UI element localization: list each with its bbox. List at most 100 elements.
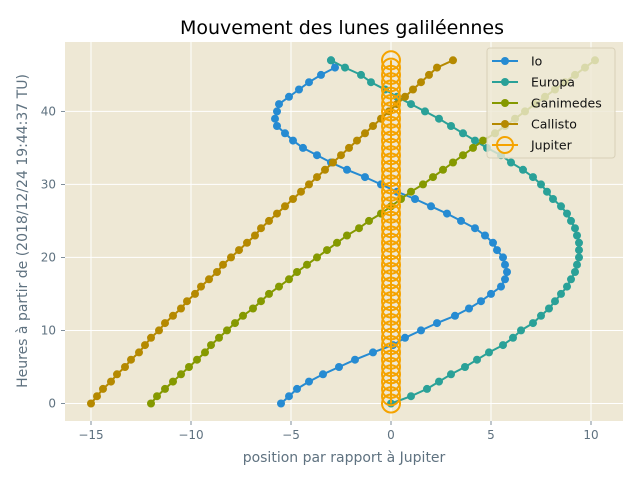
data-point-io [351,355,359,364]
data-point-jupiter [381,181,401,202]
data-point-io [319,370,327,379]
data-point-callisto [433,63,441,72]
data-point-europa [573,260,581,269]
data-point-io [293,384,301,393]
legend-marker [501,78,509,86]
x-tick-label: −5 [282,428,300,442]
data-point-europa [557,202,565,211]
data-point-ganimedes [355,224,363,233]
data-point-io [331,63,339,72]
data-point-jupiter [381,152,401,173]
data-point-jupiter [381,232,401,253]
legend-label: Europa [531,75,575,90]
data-point-jupiter [381,335,401,356]
data-point-callisto [169,311,177,320]
data-point-callisto [257,224,265,233]
legend-item-europa: Europa [492,75,575,90]
data-point-ganimedes [293,268,301,276]
data-point-europa [575,246,583,255]
data-point-io [313,151,321,160]
data-point-jupiter [381,276,401,297]
data-point-callisto [425,70,433,79]
data-point-europa [575,253,583,262]
y-tick-label: 20 [41,250,56,264]
data-point-ganimedes [449,158,457,167]
data-point-callisto [219,260,227,269]
data-point-europa [545,304,553,313]
data-point-jupiter [381,130,401,151]
data-point-ganimedes [207,341,215,350]
data-point-jupiter [381,371,401,392]
data-point-callisto [99,384,107,393]
data-point-ganimedes [193,355,201,364]
data-point-ganimedes [365,216,373,225]
data-point-callisto [281,202,289,211]
data-point-jupiter [381,174,401,195]
series-europa [327,56,583,408]
data-point-europa [551,297,559,306]
data-point-europa [435,377,443,386]
data-point-europa [435,114,443,123]
data-point-callisto [305,180,313,189]
data-point-ganimedes [161,384,169,393]
data-point-io [489,238,497,247]
data-point-callisto [321,165,329,174]
data-point-io [451,311,459,320]
data-point-jupiter [381,72,401,93]
data-point-ganimedes [257,297,265,306]
data-point-io [361,173,369,182]
data-point-io [275,100,283,109]
data-point-jupiter [381,283,401,304]
legend-label: Callisto [531,117,577,132]
data-point-callisto [183,297,191,306]
data-point-callisto [93,392,101,401]
data-point-jupiter [381,94,401,115]
data-point-europa [459,129,467,138]
data-point-io [295,85,303,94]
series-jupiter [381,50,401,414]
data-point-callisto [337,151,345,160]
data-point-jupiter [381,196,401,217]
data-point-io [273,122,281,130]
data-point-callisto [135,348,143,357]
data-point-io [285,92,293,101]
data-point-jupiter [381,298,401,319]
data-point-europa [567,275,575,284]
x-axis-ticks: −15 −10 −5 0 5 10 [78,421,599,442]
data-point-callisto [297,187,305,196]
data-point-europa [557,289,565,298]
data-point-jupiter [381,342,401,363]
data-point-io [305,78,313,87]
data-point-europa [447,122,455,130]
data-point-callisto [235,246,243,255]
data-point-jupiter [381,378,401,399]
data-point-ganimedes [239,311,247,320]
data-point-ganimedes [201,348,209,357]
data-point-europa [563,282,571,291]
data-point-jupiter [381,50,401,71]
legend-label: Io [531,54,542,69]
data-point-io [503,268,511,276]
data-point-ganimedes [275,282,283,291]
data-point-callisto [401,92,409,101]
data-point-callisto [353,136,361,145]
data-point-jupiter [381,159,401,180]
data-point-io [493,246,501,255]
data-point-ganimedes [153,392,161,401]
data-point-jupiter [381,240,401,261]
data-point-callisto [87,399,95,408]
data-point-ganimedes [459,151,467,160]
data-point-callisto [107,377,115,386]
data-point-ganimedes [265,289,273,298]
data-point-europa [509,333,517,342]
data-point-io [487,289,495,298]
data-point-ganimedes [429,173,437,182]
data-point-callisto [449,56,457,65]
data-point-callisto [147,333,155,342]
y-tick-label: 0 [48,396,56,410]
data-point-jupiter [381,393,401,414]
data-point-callisto [329,158,337,167]
y-axis-ticks: 0 10 20 30 40 [41,104,65,410]
data-point-jupiter [381,137,401,158]
